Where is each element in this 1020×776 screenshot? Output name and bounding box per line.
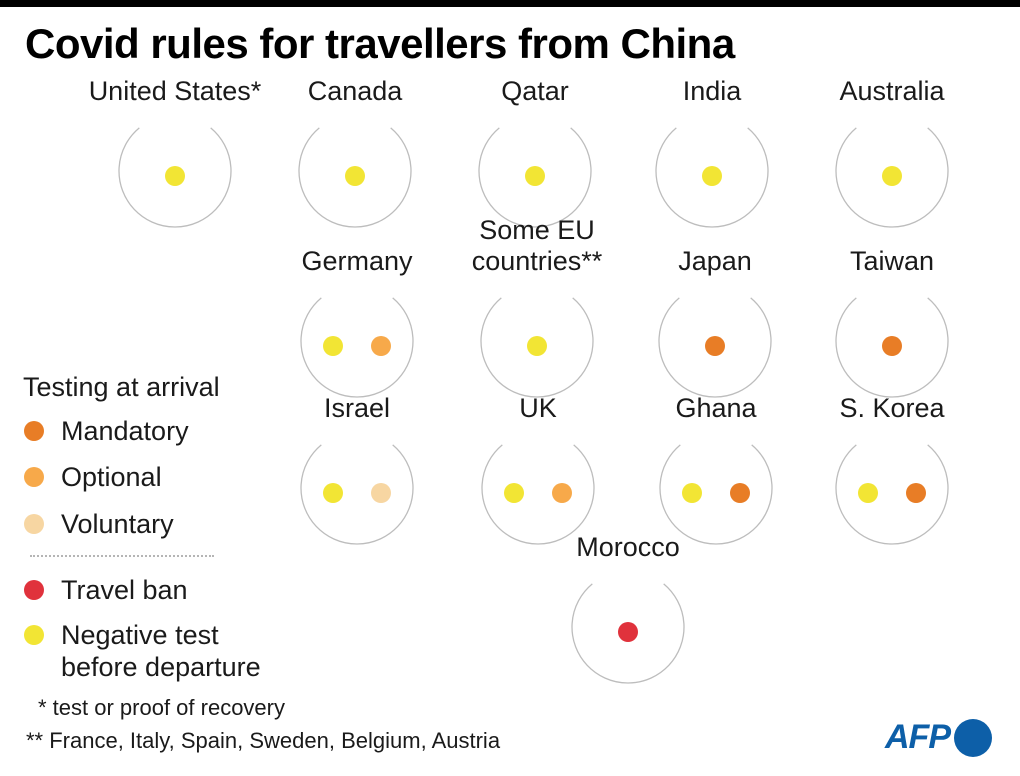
country-circle [480, 297, 594, 398]
rule-dot-optional [371, 336, 391, 356]
rule-dot-negative-test [323, 483, 343, 503]
legend-item-negative-test: Negative test before departure [24, 619, 261, 683]
rule-dot-negative-test [858, 483, 878, 503]
country-label: Canada [308, 76, 404, 106]
rule-dot-travel-ban [618, 622, 638, 642]
country-label: Morocco [576, 532, 680, 562]
country-japan: Japan [658, 246, 772, 398]
country-label: Ghana [675, 393, 757, 423]
country-label: S. Korea [839, 393, 945, 423]
footnote-asterisk: * test or proof of recovery [38, 695, 285, 720]
country-united-states: United States* [89, 76, 262, 228]
travel-ban-dot-icon [24, 580, 44, 600]
rule-dot-mandatory [906, 483, 926, 503]
country-circle [118, 127, 232, 228]
afp-logo: AFP [885, 718, 992, 757]
legend-heading: Testing at arrival [23, 372, 220, 402]
mandatory-dot-icon [24, 421, 44, 441]
rule-dot-voluntary [371, 483, 391, 503]
rule-dot-negative-test [525, 166, 545, 186]
country-ghana: Ghana [659, 393, 773, 545]
legend-label-voluntary: Voluntary [61, 509, 174, 539]
country-taiwan: Taiwan [835, 246, 949, 398]
afp-logo-dot [954, 718, 992, 757]
country-label: Israel [324, 393, 390, 423]
country-circle [481, 444, 595, 545]
rule-dot-negative-test [882, 166, 902, 186]
footnote-double-asterisk: ** France, Italy, Spain, Sweden, Belgium… [26, 728, 501, 753]
legend-label-travel-ban: Travel ban [61, 575, 188, 605]
rule-dot-negative-test [345, 166, 365, 186]
rule-dot-mandatory [705, 336, 725, 356]
legend-item-travel-ban: Travel ban [24, 574, 188, 606]
country-label: Japan [678, 246, 752, 276]
rule-dot-optional [552, 483, 572, 503]
country-label: Qatar [501, 76, 569, 106]
country-label: United States* [89, 76, 262, 106]
country-israel: Israel [300, 393, 414, 545]
rule-dot-negative-test [323, 336, 343, 356]
country-india: India [655, 76, 769, 228]
country-circle [835, 444, 949, 545]
legend-label-negative-test: Negative test before departure [61, 620, 261, 682]
voluntary-dot-icon [24, 514, 44, 534]
country-label: Germany [301, 246, 413, 276]
rule-dot-negative-test [527, 336, 547, 356]
legend-divider [30, 555, 214, 557]
country-circle [571, 583, 685, 684]
rule-dot-negative-test [682, 483, 702, 503]
country-circle [300, 297, 414, 398]
country-circle [300, 444, 414, 545]
rule-dot-negative-test [165, 166, 185, 186]
country-morocco: Morocco [571, 532, 685, 684]
country-s-korea: S. Korea [835, 393, 949, 545]
country-label: Australia [839, 76, 945, 106]
country-uk: UK [481, 393, 595, 545]
optional-dot-icon [24, 467, 44, 487]
top-bar [0, 0, 1020, 7]
legend-label-mandatory: Mandatory [61, 416, 189, 446]
country-canada: Canada [298, 76, 412, 228]
country-circle [478, 127, 592, 228]
country-circle [655, 127, 769, 228]
country-circle [658, 297, 772, 398]
rule-dot-negative-test [504, 483, 524, 503]
negative-test-dot-icon [24, 625, 44, 645]
country-label: India [683, 76, 743, 106]
legend-item-mandatory: Mandatory [24, 415, 189, 447]
country-australia: Australia [835, 76, 949, 228]
country-label: Some EU [479, 215, 595, 245]
country-circle [835, 127, 949, 228]
chart-title: Covid rules for travellers from China [25, 20, 735, 67]
rule-dot-negative-test [702, 166, 722, 186]
rule-dot-mandatory [730, 483, 750, 503]
legend-item-voluntary: Voluntary [24, 508, 174, 540]
country-circle [659, 444, 773, 545]
country-germany: Germany [300, 246, 414, 398]
country-qatar: Qatar [478, 76, 592, 228]
country-circle [298, 127, 412, 228]
legend-label-optional: Optional [61, 462, 162, 492]
country-circle [835, 297, 949, 398]
rule-dot-mandatory [882, 336, 902, 356]
country-label: UK [519, 393, 557, 423]
legend-item-optional: Optional [24, 461, 162, 493]
afp-logo-text: AFP [885, 718, 951, 756]
country-label: Taiwan [850, 246, 934, 276]
country-label: countries** [472, 246, 603, 276]
